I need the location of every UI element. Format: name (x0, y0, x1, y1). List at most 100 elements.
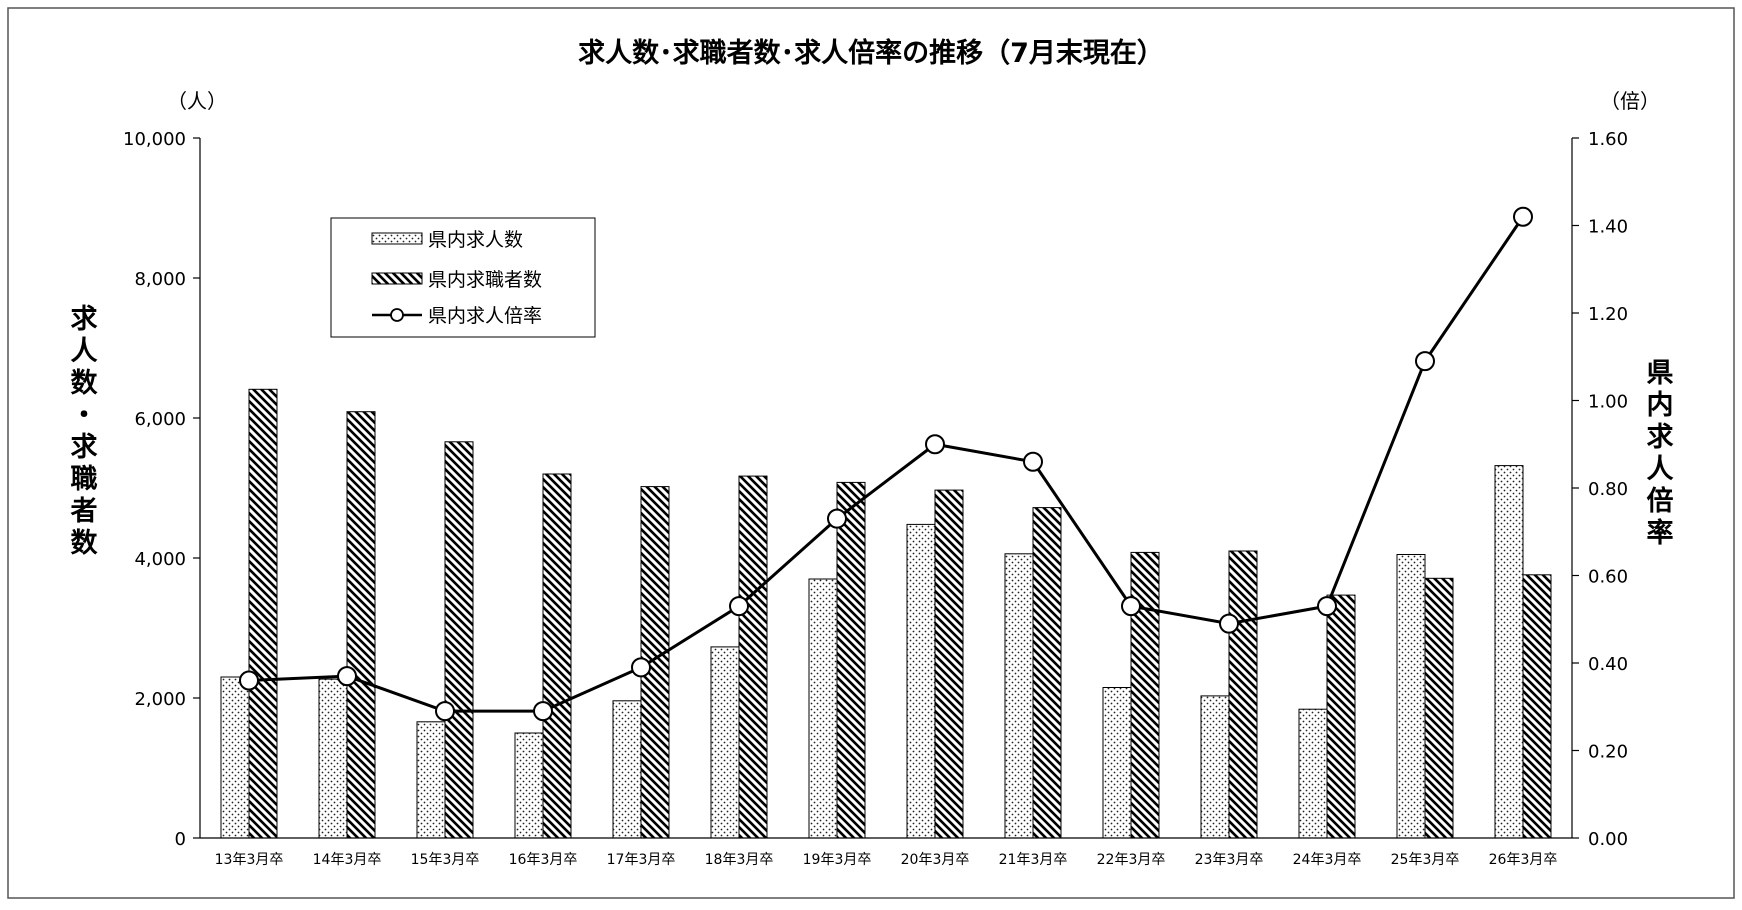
right-tick-label: 1.00 (1588, 392, 1628, 413)
left-tick-label: 2,000 (134, 689, 186, 710)
right-tick-label: 0.80 (1588, 479, 1628, 500)
ratio-point (239, 670, 259, 691)
x-tick-label: 16年3月卒 (509, 852, 578, 868)
bar-job-openings (1494, 465, 1524, 839)
right-tick-label: 0.20 (1588, 742, 1628, 763)
bar-job-openings (808, 578, 838, 839)
ratio-point (533, 701, 553, 722)
bar-job-openings (1200, 695, 1230, 839)
right-axis-title-char: 率 (1647, 517, 1674, 549)
left-tick-label: 6,000 (134, 409, 186, 430)
bar-job-seekers (934, 489, 964, 839)
left-axis-unit: （人） (167, 89, 227, 113)
left-axis-title-char: 数 (71, 368, 99, 399)
legend-marker-sample (390, 308, 404, 322)
x-tick-label: 24年3月卒 (1293, 852, 1362, 868)
left-axis-ticks: 0 2,000 4,000 6,000 8,000 10,000 (123, 129, 200, 850)
chart-title: 求人数･求職者数･求人倍率の推移（7月末現在） (578, 37, 1164, 69)
x-tick-label: 25年3月卒 (1391, 852, 1460, 868)
ratio-point (1513, 206, 1533, 227)
x-tick-label: 13年3月卒 (215, 852, 284, 868)
chart-frame (7, 7, 1735, 899)
left-axis-title-char: 求 (71, 304, 98, 335)
legend-label-2: 県内求人倍率 (428, 305, 542, 327)
x-tick-label: 14年3月卒 (313, 852, 382, 868)
left-tick-label: 0 (175, 829, 186, 850)
bar-job-seekers (1228, 550, 1258, 839)
right-tick-label: 0.40 (1588, 654, 1628, 675)
left-axis-title-char: 者 (71, 496, 98, 527)
bar-job-seekers (836, 481, 866, 839)
left-tick-label: 10,000 (123, 129, 186, 150)
ratio-point (827, 508, 847, 529)
line-series (239, 206, 1533, 722)
ratio-line (248, 215, 1525, 713)
right-axis-title-char: 内 (1647, 390, 1674, 421)
bar-job-openings (220, 676, 250, 839)
legend-swatch-hatch (371, 272, 423, 285)
bar-job-openings (1004, 553, 1034, 839)
bar-job-seekers (1326, 594, 1356, 839)
bar-job-seekers (1424, 577, 1454, 839)
legend: 県内求人数 県内求職者数 県内求人倍率 (330, 217, 596, 338)
ratio-point (1317, 596, 1337, 617)
x-tick-label: 19年3月卒 (803, 852, 872, 868)
right-axis-title-char: 人 (1647, 454, 1674, 485)
x-tick-label: 17年3月卒 (607, 852, 676, 868)
right-tick-label: 1.20 (1588, 304, 1628, 325)
bar-job-seekers (738, 475, 768, 839)
left-axis-title: 求人数・求職者数 (71, 304, 99, 559)
left-axis-title-char: 数 (71, 528, 99, 559)
bar-job-seekers (542, 473, 572, 839)
right-tick-label: 0.60 (1588, 567, 1628, 588)
left-axis-title-char: 人 (71, 336, 98, 367)
right-axis-title-char: 倍 (1647, 485, 1674, 517)
bar-job-openings (1396, 554, 1426, 839)
bar-job-seekers (248, 388, 278, 839)
right-axis-title-char: 県 (1647, 358, 1674, 389)
bar-job-seekers (1032, 507, 1062, 839)
bar-job-seekers (1130, 551, 1160, 839)
right-axis-ticks: 0.00 0.20 0.40 0.60 0.80 1.00 1.20 1.40 1.60 (1572, 129, 1628, 850)
ratio-point (925, 434, 945, 455)
bar-job-openings (416, 721, 446, 839)
x-tick-label: 18年3月卒 (705, 852, 774, 868)
right-axis-title: 県内求人倍率 (1647, 358, 1674, 549)
left-tick-label: 4,000 (134, 549, 186, 570)
left-axis-title-char: 求 (71, 432, 98, 463)
right-axis-title-char: 求 (1647, 422, 1674, 453)
ratio-point (729, 596, 749, 617)
left-tick-label: 8,000 (134, 269, 186, 290)
x-tick-label: 21年3月卒 (999, 852, 1068, 868)
x-tick-label: 23年3月卒 (1195, 852, 1264, 868)
bar-job-openings (906, 523, 936, 839)
bar-job-openings (1102, 687, 1132, 839)
ratio-point (1415, 351, 1435, 372)
ratio-point (1023, 451, 1043, 472)
x-axis-labels: 13年3月卒 14年3月卒 15年3月卒 16年3月卒 17年3月卒 18年3月卒 19年3… (215, 852, 1558, 868)
bar-job-openings (612, 700, 642, 839)
x-tick-label: 20年3月卒 (901, 852, 970, 868)
bar-job-openings (1298, 708, 1328, 839)
ratio-point (435, 701, 455, 722)
legend-label-1: 県内求職者数 (428, 269, 542, 291)
x-tick-label: 15年3月卒 (411, 852, 480, 868)
right-tick-label: 1.40 (1588, 217, 1628, 238)
bar-job-openings (514, 732, 544, 839)
bar-job-seekers (444, 441, 474, 839)
x-tick-label: 22年3月卒 (1097, 852, 1166, 868)
bar-job-seekers (346, 411, 376, 839)
bar-job-openings (710, 646, 740, 839)
right-tick-label: 0.00 (1588, 829, 1628, 850)
bar-job-seekers (1522, 574, 1552, 839)
legend-swatch-dots (371, 232, 423, 245)
left-axis-title-char: ・ (71, 400, 98, 431)
bar-series (220, 388, 1552, 839)
ratio-point (337, 666, 357, 687)
ratio-point (1121, 596, 1141, 617)
bar-job-openings (318, 678, 348, 839)
ratio-point (1219, 613, 1239, 634)
right-axis-unit: （倍） (1600, 89, 1660, 113)
